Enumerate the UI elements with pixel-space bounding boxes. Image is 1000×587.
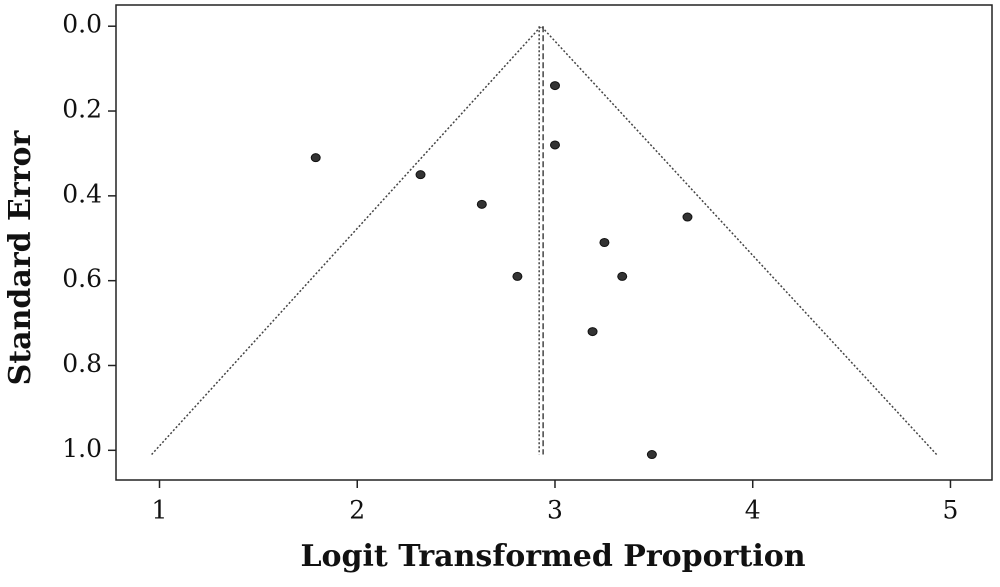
data-point — [476, 199, 487, 209]
y-axis-label: Standard Error — [3, 129, 38, 385]
data-point — [415, 170, 426, 180]
y-tick-label: 0.0 — [62, 10, 102, 39]
y-tick-label: 0.6 — [62, 264, 102, 293]
data-point — [682, 212, 693, 222]
y-tick-label: 0.2 — [62, 95, 102, 124]
data-point — [549, 81, 560, 91]
x-tick-label: 5 — [943, 496, 959, 525]
data-point — [646, 450, 657, 460]
data-point — [587, 327, 598, 337]
x-tick-label: 4 — [745, 496, 761, 525]
x-tick-label: 3 — [547, 496, 563, 525]
plot-frame — [115, 4, 993, 481]
data-point — [617, 271, 628, 281]
x-tick-label: 2 — [349, 496, 365, 525]
data-point — [310, 153, 321, 163]
y-tick-label: 0.4 — [62, 179, 102, 208]
data-point — [599, 238, 610, 247]
funnel-line — [151, 25, 938, 456]
x-axis-label: Logit Transformed Proportion — [300, 539, 805, 574]
data-point — [549, 140, 560, 150]
y-tick-label: 1.0 — [62, 434, 102, 463]
data-point — [512, 271, 523, 281]
x-tick-label: 1 — [152, 496, 168, 525]
y-tick-label: 0.8 — [62, 349, 102, 378]
